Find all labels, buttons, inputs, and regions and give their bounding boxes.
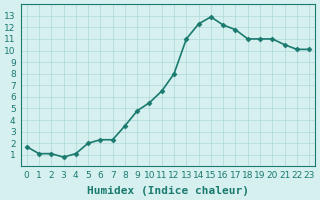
X-axis label: Humidex (Indice chaleur): Humidex (Indice chaleur) bbox=[87, 186, 249, 196]
